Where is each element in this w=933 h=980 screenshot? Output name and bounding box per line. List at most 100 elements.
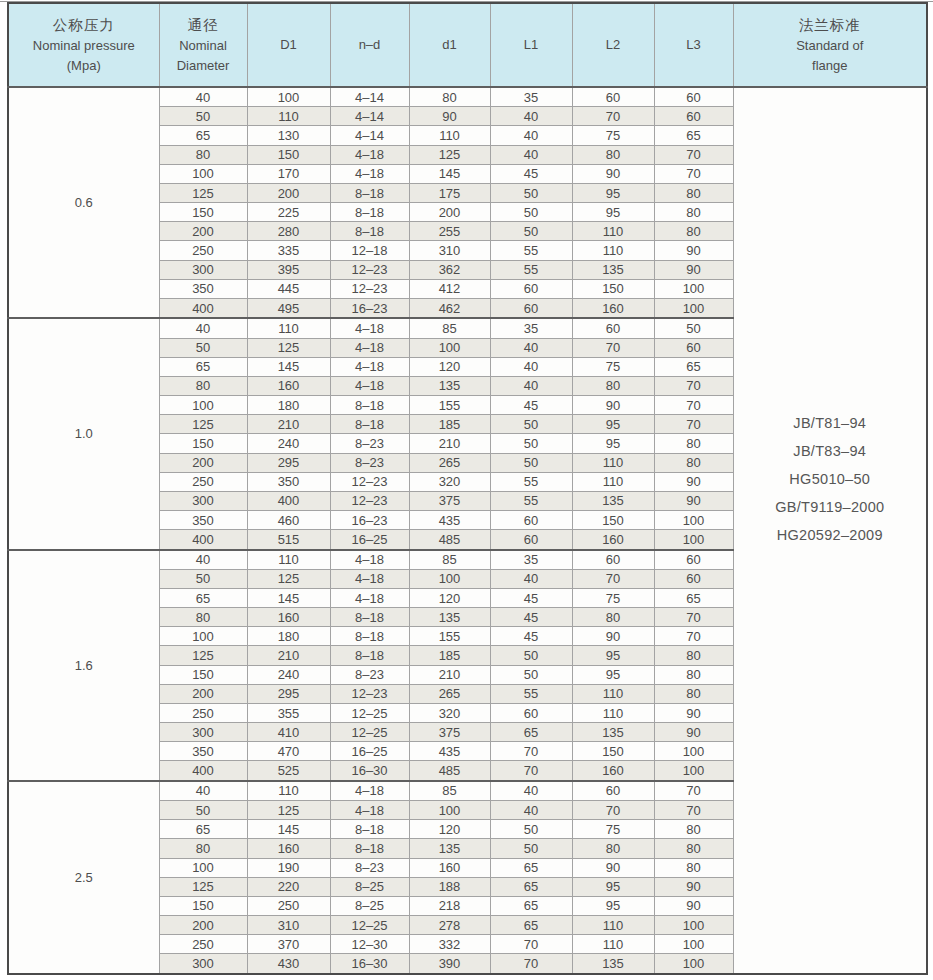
data-cell: 462 (409, 298, 490, 318)
data-cell: 160 (572, 298, 654, 318)
data-cell: 50 (159, 569, 247, 588)
data-cell: 160 (572, 530, 654, 550)
data-cell: 335 (247, 241, 330, 260)
data-cell: 90 (654, 723, 733, 742)
data-cell: 60 (572, 781, 654, 801)
data-cell: 8–23 (330, 434, 409, 453)
col-header-l1: L1 (490, 3, 572, 87)
data-cell: 4–18 (330, 801, 409, 820)
data-cell: 400 (159, 298, 247, 318)
data-cell: 60 (654, 87, 733, 107)
diameter-header-en2: Diameter (160, 56, 247, 76)
data-cell: 145 (247, 820, 330, 839)
data-cell: 435 (409, 742, 490, 761)
data-cell: 60 (572, 87, 654, 107)
data-cell: 45 (490, 588, 572, 607)
data-cell: 60 (654, 550, 733, 570)
data-cell: 50 (490, 203, 572, 222)
data-cell: 4–14 (330, 107, 409, 126)
data-cell: 4–18 (330, 569, 409, 588)
data-cell: 355 (247, 703, 330, 722)
data-cell: 60 (490, 530, 572, 550)
data-cell: 175 (409, 183, 490, 202)
data-cell: 8–18 (330, 820, 409, 839)
data-cell: 80 (159, 839, 247, 858)
col-header-l3: L3 (654, 3, 733, 87)
data-cell: 110 (572, 453, 654, 472)
col-header-n-d: n–d (330, 3, 409, 87)
data-cell: 65 (490, 858, 572, 877)
data-cell: 255 (409, 222, 490, 241)
data-cell: 12–23 (330, 684, 409, 703)
data-cell: 95 (572, 877, 654, 896)
data-cell: 12–25 (330, 703, 409, 722)
data-cell: 300 (159, 491, 247, 510)
data-cell: 95 (572, 646, 654, 665)
data-cell: 70 (572, 338, 654, 357)
data-cell: 310 (247, 916, 330, 935)
data-cell: 375 (409, 491, 490, 510)
data-cell: 362 (409, 260, 490, 279)
data-cell: 150 (572, 279, 654, 298)
data-cell: 90 (654, 491, 733, 510)
data-cell: 218 (409, 896, 490, 915)
data-cell: 110 (572, 241, 654, 260)
data-cell: 250 (159, 703, 247, 722)
data-cell: 350 (247, 472, 330, 491)
data-cell: 40 (490, 145, 572, 164)
data-cell: 65 (654, 588, 733, 607)
data-cell: 45 (490, 627, 572, 646)
data-cell: 55 (490, 472, 572, 491)
data-cell: 12–25 (330, 916, 409, 935)
data-cell: 125 (159, 877, 247, 896)
data-cell: 80 (409, 87, 490, 107)
data-cell: 16–30 (330, 761, 409, 781)
data-cell: 145 (409, 164, 490, 183)
data-cell: 150 (247, 145, 330, 164)
data-cell: 95 (572, 183, 654, 202)
data-cell: 40 (159, 87, 247, 107)
data-cell: 4–18 (330, 145, 409, 164)
data-cell: 200 (409, 203, 490, 222)
data-cell: 50 (159, 801, 247, 820)
data-cell: 50 (490, 646, 572, 665)
standard-header-zh: 法兰标准 (734, 14, 927, 36)
data-cell: 80 (572, 608, 654, 627)
data-cell: 160 (572, 761, 654, 781)
data-cell: 70 (572, 107, 654, 126)
data-cell: 370 (247, 935, 330, 954)
data-cell: 70 (654, 627, 733, 646)
data-cell: 40 (490, 338, 572, 357)
data-cell: 4–18 (330, 357, 409, 376)
data-cell: 155 (409, 396, 490, 415)
data-cell: 4–18 (330, 376, 409, 395)
data-cell: 85 (409, 550, 490, 570)
data-cell: 60 (654, 107, 733, 126)
data-cell: 50 (490, 839, 572, 858)
data-cell: 65 (159, 126, 247, 145)
data-cell: 100 (247, 87, 330, 107)
diameter-header-en1: Nominal (160, 36, 247, 56)
data-cell: 90 (654, 260, 733, 279)
data-cell: 150 (159, 203, 247, 222)
data-cell: 185 (409, 415, 490, 434)
data-cell: 65 (159, 357, 247, 376)
data-cell: 225 (247, 203, 330, 222)
data-cell: 278 (409, 916, 490, 935)
data-cell: 40 (490, 569, 572, 588)
data-cell: 170 (247, 164, 330, 183)
data-cell: 110 (572, 935, 654, 954)
data-cell: 80 (572, 839, 654, 858)
data-cell: 310 (409, 241, 490, 260)
standard-item: HG20592–2009 (777, 527, 883, 543)
data-cell: 35 (490, 318, 572, 338)
data-cell: 80 (654, 665, 733, 684)
data-cell: 495 (247, 298, 330, 318)
data-cell: 8–18 (330, 627, 409, 646)
data-cell: 210 (247, 415, 330, 434)
data-cell: 60 (572, 550, 654, 570)
data-cell: 210 (247, 646, 330, 665)
data-cell: 110 (247, 550, 330, 570)
data-cell: 70 (572, 569, 654, 588)
data-cell: 70 (490, 954, 572, 974)
